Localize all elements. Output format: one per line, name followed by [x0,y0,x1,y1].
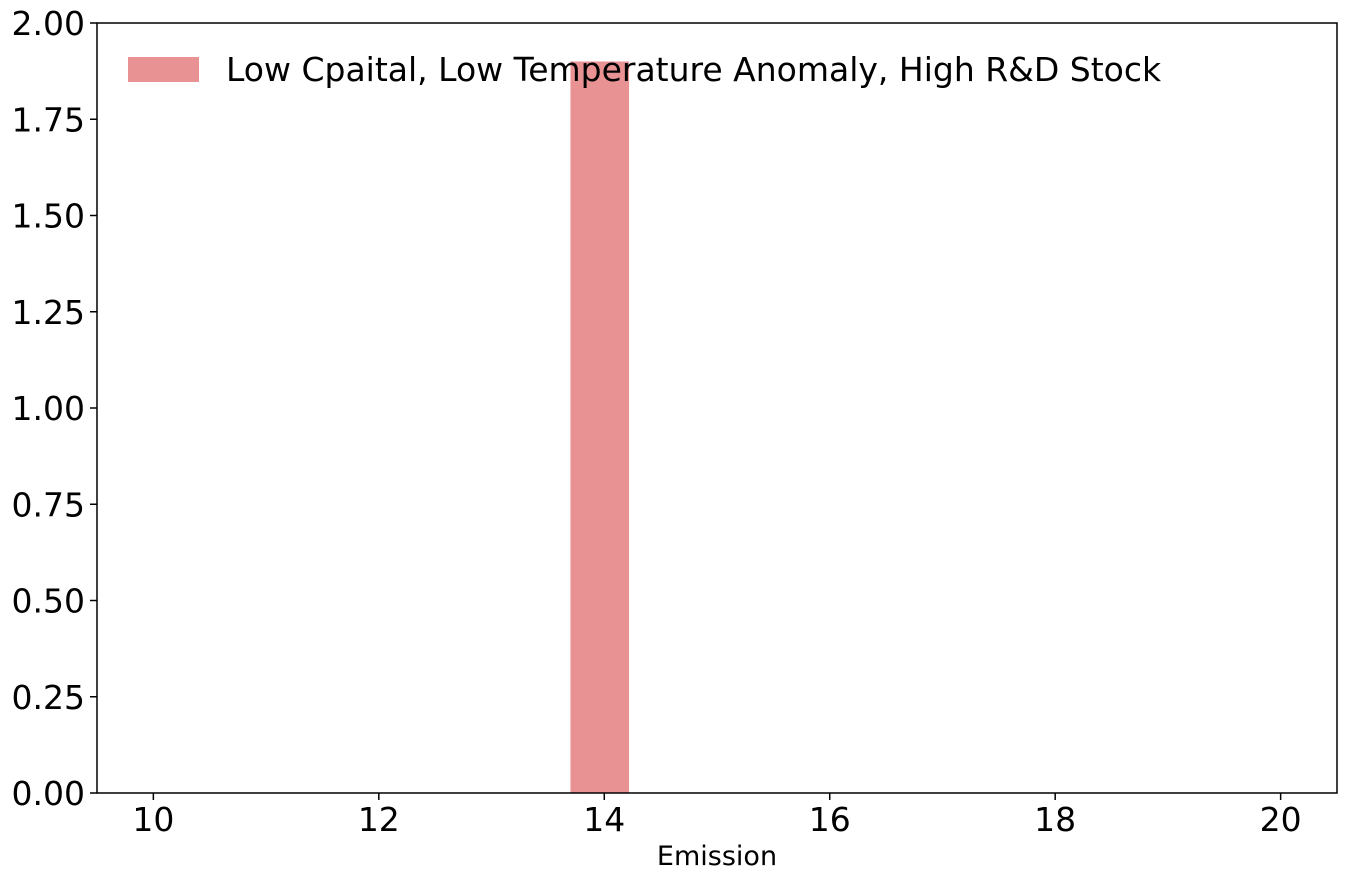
y-tick-label-0: 0.00 [12,774,85,813]
y-tick-label-7: 1.75 [12,100,85,139]
x-tick-label-0: 10 [132,800,174,839]
plot-frame [96,22,1338,794]
x-tick-label-1: 12 [358,800,400,839]
x-tick-label-3: 16 [809,800,851,839]
y-tick-label-4: 1.00 [12,389,85,428]
y-axis: 0.00 0.25 0.50 0.75 1.00 1.25 1.50 1.75 2.00 [12,4,97,813]
bar-0-0 [570,61,630,793]
y-tick-label-8: 2.00 [12,4,85,43]
x-tick-label-4: 18 [1034,800,1076,839]
x-axis: 10 12 14 16 18 20 [132,793,1302,839]
y-tick-label-6: 1.50 [12,197,85,236]
legend-swatch [128,57,199,82]
x-tick-label-5: 20 [1260,800,1302,839]
legend: Low Cpaital, Low Temperature Anomaly, Hi… [128,50,1162,89]
y-tick-label-5: 1.25 [12,293,85,332]
bars-layer [570,61,630,793]
x-tick-label-2: 14 [583,800,625,839]
y-tick-label-3: 0.75 [12,485,85,524]
legend-label: Low Cpaital, Low Temperature Anomaly, Hi… [226,50,1162,89]
x-axis-label: Emission [657,841,777,872]
y-tick-label-1: 0.25 [12,678,85,717]
y-tick-label-2: 0.50 [12,582,85,621]
